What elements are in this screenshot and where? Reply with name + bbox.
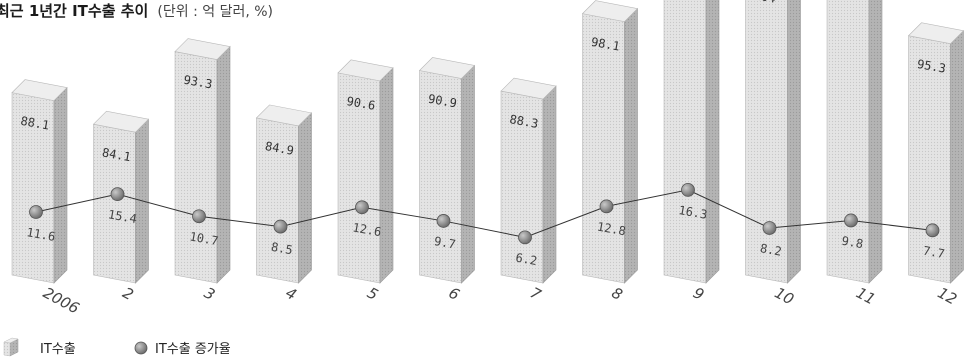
bar-top-face: [337, 59, 394, 82]
chart-title: 최근 1년간 IT수출 추이 (단위 : 억 달러, %): [0, 1, 273, 20]
rate-value-label: 15.4: [107, 207, 138, 226]
bar-top-face: [255, 104, 313, 127]
bar-side-face: [379, 67, 394, 284]
legend-label-export: IT수출: [40, 342, 76, 357]
rate-marker: [355, 200, 369, 215]
rate-value-label: 10.7: [188, 229, 219, 248]
bar-front-face: [745, 0, 788, 284]
rate-marker: [436, 214, 451, 228]
rate-value-label: 6.2: [514, 251, 538, 269]
bar-side-face: [868, 0, 883, 284]
rate-marker: [518, 230, 532, 245]
bar-value-label: 88.3: [508, 112, 539, 131]
bar-top-face: [174, 38, 231, 60]
rate-marker: [192, 209, 206, 224]
rate-value-label: 8.2: [759, 241, 783, 259]
legend-rate-marker-icon: [134, 341, 148, 355]
bar-side-face: [950, 30, 964, 284]
legend: IT수출 IT수출 증가율: [3, 337, 231, 357]
rate-marker: [925, 223, 940, 238]
rate-marker: [29, 205, 43, 219]
rate-value-label: 8.5: [270, 240, 294, 258]
bar-3: 93.3: [174, 38, 231, 284]
x-tick-label: 6: [446, 284, 463, 304]
rate-value-label: 9.7: [433, 234, 457, 252]
bar-value-label: 90.6: [345, 94, 376, 113]
bar-5: 90.6: [337, 59, 394, 284]
x-axis-labels: 2006 2 3 4 5 6 7 8 9 10 11 12: [40, 284, 960, 318]
rate-marker: [681, 183, 695, 197]
bar-11: 108.9: [826, 0, 883, 284]
rate-marker: [844, 213, 858, 228]
bar-side-face: [298, 112, 312, 284]
x-tick-label: 4: [283, 284, 300, 304]
bar-value-label: 84.1: [101, 145, 132, 164]
bar-6: 90.9: [418, 57, 476, 284]
bar-12: 95.3: [907, 22, 965, 284]
rate-value-label: 12.8: [596, 220, 627, 239]
x-tick-label: 3: [201, 284, 218, 304]
bar-top-face: [907, 22, 965, 45]
bar-value-label: 84.9: [264, 139, 295, 158]
legend-bar-swatch-icon: [3, 337, 19, 357]
x-tick-label: 2006: [40, 284, 82, 318]
x-tick-label: 9: [690, 284, 707, 304]
legend-label-rate: IT수출 증가율: [155, 342, 231, 357]
bar-4: 84.9: [255, 104, 313, 284]
bar-side-face: [542, 85, 557, 284]
rate-marker: [599, 199, 614, 214]
bar-value-label: 88.1: [19, 114, 50, 133]
rate-marker: [762, 221, 777, 235]
rate-value-label: 11.6: [25, 225, 56, 244]
unit-text: (단위 : 억 달러, %): [157, 4, 273, 20]
bar-top-face: [500, 77, 557, 100]
title-text: 최근 1년간 IT수출 추이: [0, 2, 148, 20]
rate-marker: [110, 187, 125, 202]
x-tick-label: 2: [120, 284, 137, 304]
x-tick-label: 11: [853, 284, 878, 309]
x-tick-label: 10: [772, 284, 797, 309]
rate-value-label: 16.3: [677, 203, 708, 222]
rate-marker: [273, 219, 288, 234]
rate-value-label: 9.8: [840, 234, 864, 252]
bar-top-face: [11, 79, 68, 101]
bar-side-face: [53, 86, 68, 284]
bar-9: 107.1: [663, 0, 720, 284]
bar-side-face: [216, 45, 231, 284]
bar-2: 84.1: [92, 110, 150, 284]
bar-top-face: [418, 57, 476, 79]
x-tick-label: 12: [935, 284, 960, 309]
bar-side-face: [461, 64, 475, 284]
rate-value-label: 7.7: [922, 243, 946, 261]
x-tick-label: 8: [609, 284, 626, 304]
svg-text:최근 1년간 IT수출 추이 (단위 : 억 달: 최근 1년간 IT수출 추이 (단위 : 억 달러, %): [0, 1, 273, 20]
bar-front-face: [663, 0, 707, 284]
rate-line: [35, 189, 933, 238]
bar-value-label: 104: [753, 0, 777, 6]
bars-layer: 88.1 84.1 93.3 84.9 90.6 90.9 88.3 98.1 107.1 104…: [11, 0, 965, 284]
bar-value-label: 93.3: [182, 73, 213, 92]
bar-8: 98.1: [581, 0, 639, 284]
bar-front-face: [582, 13, 625, 284]
bar-side-face: [705, 0, 720, 284]
bar-10: 104: [745, 0, 801, 284]
bar-1: 88.1: [11, 79, 68, 284]
rate-line-layer: 11.6 15.4 10.7 8.5 12.6 9.7 6.2 12.8 16.3 8.2 9.8 7…: [25, 183, 946, 269]
bar-value-label: 98.1: [590, 35, 621, 54]
bar-value-label: 90.9: [427, 92, 458, 111]
bar-top-face: [92, 110, 150, 133]
bar-side-face: [787, 0, 801, 284]
rate-value-label: 12.6: [351, 220, 382, 239]
bar-side-face: [624, 7, 638, 284]
bar-value-label: 95.3: [916, 57, 947, 76]
bar-top-face: [581, 0, 639, 22]
x-tick-label: 7: [527, 284, 544, 305]
x-tick-label: 5: [364, 284, 381, 304]
